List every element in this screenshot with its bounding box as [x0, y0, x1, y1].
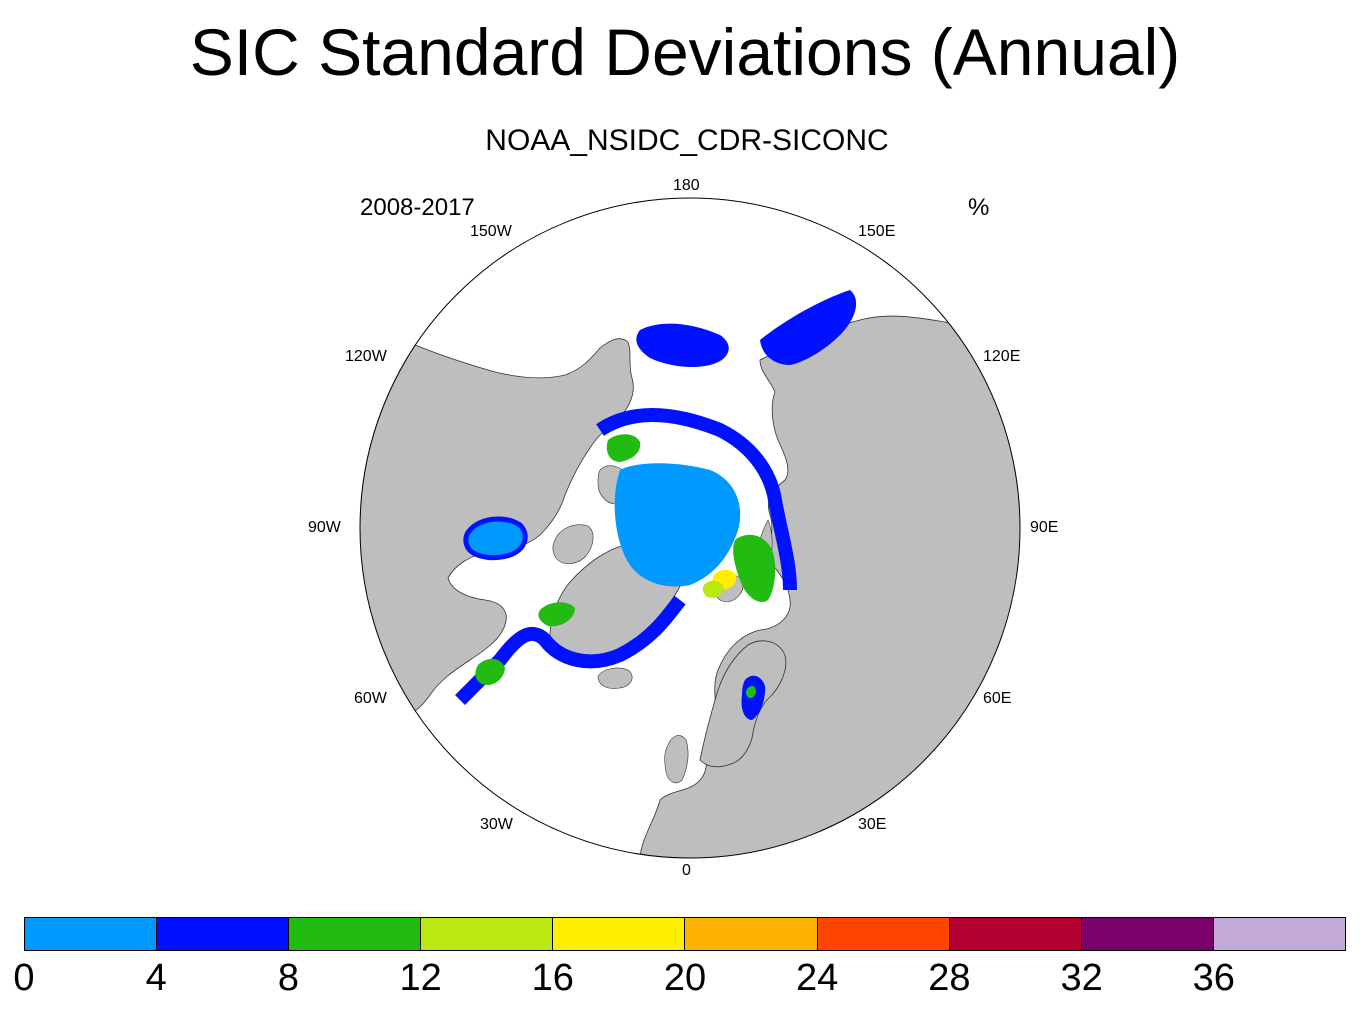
- period-label: 2008-2017: [360, 194, 475, 221]
- lon-label-120e: 120E: [983, 348, 1021, 365]
- units-label: %: [968, 194, 990, 221]
- colorbar-tick-label: 28: [928, 957, 971, 999]
- colorbar-swatch-2: [289, 918, 422, 950]
- colorbar-swatch-7: [949, 918, 1082, 950]
- colorbar-swatch-9: [1213, 918, 1345, 950]
- land-baffin: [552, 524, 594, 565]
- colorbar: [24, 917, 1346, 951]
- colorbar-swatch-5: [685, 918, 818, 950]
- land-iceland: [597, 667, 633, 689]
- colorbar-tick-label: 24: [796, 957, 839, 999]
- ice-siberian-shelf: [636, 323, 729, 368]
- colorbar-tick-label: 20: [663, 957, 707, 999]
- lon-label-90e: 90E: [1030, 519, 1059, 536]
- lon-label-60w: 60W: [354, 690, 387, 707]
- colorbar-tick-label: 4: [145, 957, 167, 999]
- colorbar-tick-label: 36: [1192, 957, 1235, 999]
- colorbar-tick-label: 16: [531, 957, 574, 999]
- plot-subtitle: NOAA_NSIDC_CDR-SICONC: [485, 124, 889, 157]
- colorbar-swatch-6: [817, 918, 950, 950]
- ice-okhotsk: [760, 290, 857, 365]
- colorbar-tick-label: 0: [13, 957, 35, 999]
- lon-label-30e: 30E: [858, 816, 887, 833]
- colorbar-swatch-3: [421, 918, 554, 950]
- land-british-isles: [664, 735, 689, 784]
- lon-label-0: 0: [682, 862, 691, 879]
- ice-green-labrador: [475, 658, 505, 686]
- lon-label-90w: 90W: [308, 519, 341, 536]
- colorbar-tick-label: 8: [277, 957, 299, 999]
- plot-title: SIC Standard Deviations (Annual): [189, 15, 1181, 89]
- map-border: [359, 197, 1021, 859]
- colorbar-tick-label: 12: [399, 957, 442, 999]
- colorbar-tick-label: 32: [1060, 957, 1103, 999]
- lon-label-150w: 150W: [470, 223, 512, 240]
- ice-green-greenland-sea: [538, 602, 575, 627]
- lon-label-60e: 60E: [983, 690, 1012, 707]
- ice-green-ess: [606, 434, 641, 462]
- ice-central-arctic: [614, 463, 741, 587]
- lon-label-180: 180: [673, 177, 700, 194]
- colorbar-swatch-8: [1081, 918, 1214, 950]
- ice-lightgreen-barents: [702, 580, 724, 598]
- ice-hudson-bay: [463, 516, 528, 561]
- colorbar-swatch-1: [157, 918, 290, 950]
- ice-baltic: [741, 675, 766, 720]
- ice-green-kara: [733, 534, 776, 603]
- lon-label-30w: 30W: [480, 816, 513, 833]
- map-features: [360, 290, 1020, 858]
- lon-label-150e: 150E: [858, 223, 896, 240]
- colorbar-swatch-0: [25, 918, 158, 950]
- ice-baltic-green: [745, 685, 756, 699]
- lon-label-120w: 120W: [345, 348, 387, 365]
- colorbar-swatch-4: [553, 918, 686, 950]
